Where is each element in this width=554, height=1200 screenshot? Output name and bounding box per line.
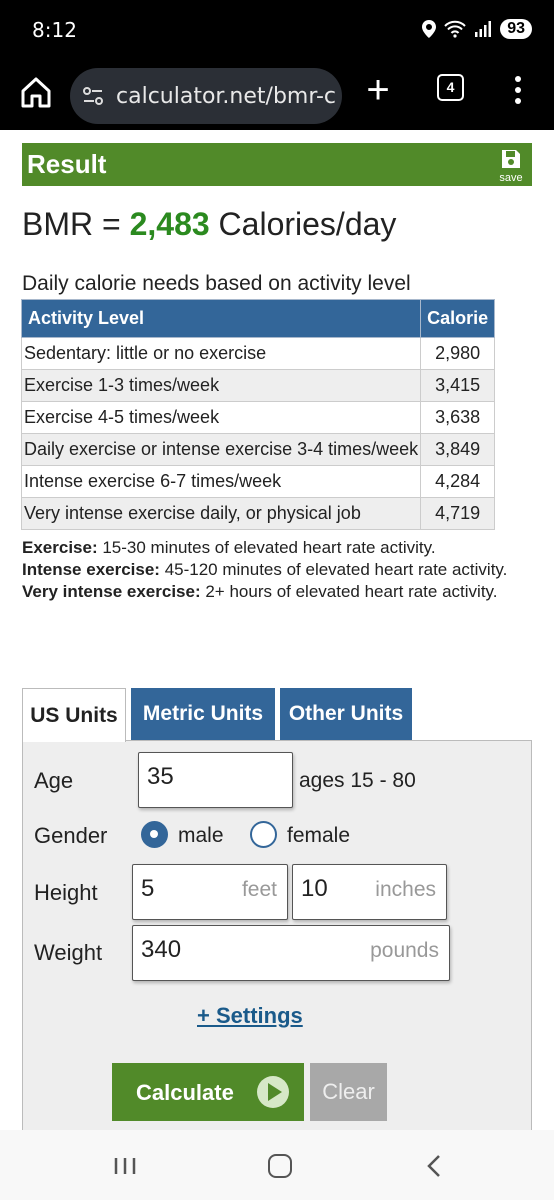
table-row: Exercise 4-5 times/week 3,638 [20,401,496,434]
calculate-button[interactable]: Calculate [112,1063,304,1121]
activity-cell: Daily exercise or intense exercise 3-4 t… [20,433,422,466]
status-bar: 8:12 93 [0,0,554,60]
calorie-table: Activity Level Calorie Sedentary: little… [20,299,496,530]
note-term: Exercise: [22,538,98,557]
table-caption: Daily calorie needs based on activity le… [22,272,411,295]
calorie-cell: 4,719 [420,497,496,530]
result-title: Result [27,149,107,179]
gender-male-radio[interactable] [141,821,168,848]
calorie-cell: 3,638 [420,401,496,434]
gender-female-radio[interactable] [250,821,277,848]
signal-icon [475,21,492,37]
weight-input[interactable]: 340 pounds [132,925,450,981]
save-label: save [499,172,523,184]
age-input[interactable]: 35 [138,752,293,808]
gender-male-label[interactable]: male [178,824,224,847]
note-text: 15-30 minutes of elevated heart rate act… [97,538,436,557]
status-icons: 93 [422,19,532,39]
gender-label: Gender [34,823,108,848]
result-header: Result save [22,143,532,186]
tab-other-units[interactable]: Other Units [280,688,412,740]
tab-us-units[interactable]: US Units [22,688,126,742]
calorie-cell: 4,284 [420,465,496,498]
calculate-label: Calculate [136,1080,234,1105]
activity-cell: Exercise 4-5 times/week [20,401,422,434]
status-time: 8:12 [32,18,77,42]
weight-unit: pounds [370,939,439,962]
save-button[interactable]: save [496,148,526,184]
table-row: Intense exercise 6-7 times/week 4,284 [20,465,496,498]
table-header-row: Activity Level Calorie [20,299,496,338]
calorie-cell: 3,849 [420,433,496,466]
calorie-cell: 2,980 [420,337,496,370]
tab-metric-units[interactable]: Metric Units [131,688,275,740]
note-term: Very intense exercise: [22,582,201,601]
note-exercise: Exercise: 15-30 minutes of elevated hear… [22,537,522,559]
back-icon[interactable] [424,1154,444,1178]
activity-cell: Sedentary: little or no exercise [20,337,422,370]
activity-cell: Exercise 1-3 times/week [20,369,422,402]
play-icon [257,1076,289,1108]
recent-apps-icon[interactable] [113,1156,137,1176]
note-very-intense-exercise: Very intense exercise: 2+ hours of eleva… [22,581,522,603]
url-text: calculator.net/bmr-c [116,83,337,109]
weight-label: Weight [34,940,103,965]
wifi-icon [444,20,466,38]
age-hint: ages 15 - 80 [299,769,416,792]
home-icon[interactable] [18,74,54,110]
browser-toolbar: calculator.net/bmr-c + 4 [0,60,554,130]
age-label: Age [34,768,74,793]
bmr-prefix: BMR = [22,206,130,242]
header-calorie: Calorie [420,299,496,338]
height-feet-value: 5 [141,875,155,902]
location-icon [422,20,437,38]
tab-switcher-button[interactable]: 4 [437,74,464,101]
height-feet-input[interactable]: 5 feet [132,864,288,920]
battery-indicator: 93 [500,19,532,39]
save-icon [502,150,520,168]
more-menu-icon[interactable] [510,74,526,106]
bmr-result: BMR = 2,483 Calories/day [22,206,396,243]
bmr-value: 2,483 [129,206,210,242]
note-term: Intense exercise: [22,560,160,579]
note-intense-exercise: Intense exercise: 45-120 minutes of elev… [22,559,522,581]
note-text: 45-120 minutes of elevated heart rate ac… [159,560,508,579]
activity-cell: Intense exercise 6-7 times/week [20,465,422,498]
site-info-icon[interactable] [80,83,106,109]
bmr-suffix: Calories/day [209,206,397,242]
age-value: 35 [147,763,174,790]
note-text: 2+ hours of elevated heart rate activity… [200,582,498,601]
table-row: Very intense exercise daily, or physical… [20,497,496,530]
height-inches-value: 10 [301,875,328,902]
address-bar[interactable]: calculator.net/bmr-c [70,68,342,124]
system-nav-bar [0,1130,554,1200]
table-row: Exercise 1-3 times/week 3,415 [20,369,496,402]
activity-cell: Very intense exercise daily, or physical… [20,497,422,530]
new-tab-button[interactable]: + [366,68,390,112]
gender-female-label[interactable]: female [287,824,351,847]
height-inches-unit: inches [375,878,436,901]
table-row: Sedentary: little or no exercise 2,980 [20,337,496,370]
header-activity-level: Activity Level [20,299,422,338]
weight-value: 340 [141,936,182,963]
clear-button[interactable]: Clear [310,1063,387,1121]
settings-link[interactable]: + Settings [197,1003,303,1028]
calorie-cell: 3,415 [420,369,496,402]
activity-notes: Exercise: 15-30 minutes of elevated hear… [22,537,522,603]
height-label: Height [34,880,98,905]
table-row: Daily exercise or intense exercise 3-4 t… [20,433,496,466]
height-feet-unit: feet [241,878,277,901]
home-nav-icon[interactable] [268,1154,292,1178]
height-inches-input[interactable]: 10 inches [292,864,447,920]
